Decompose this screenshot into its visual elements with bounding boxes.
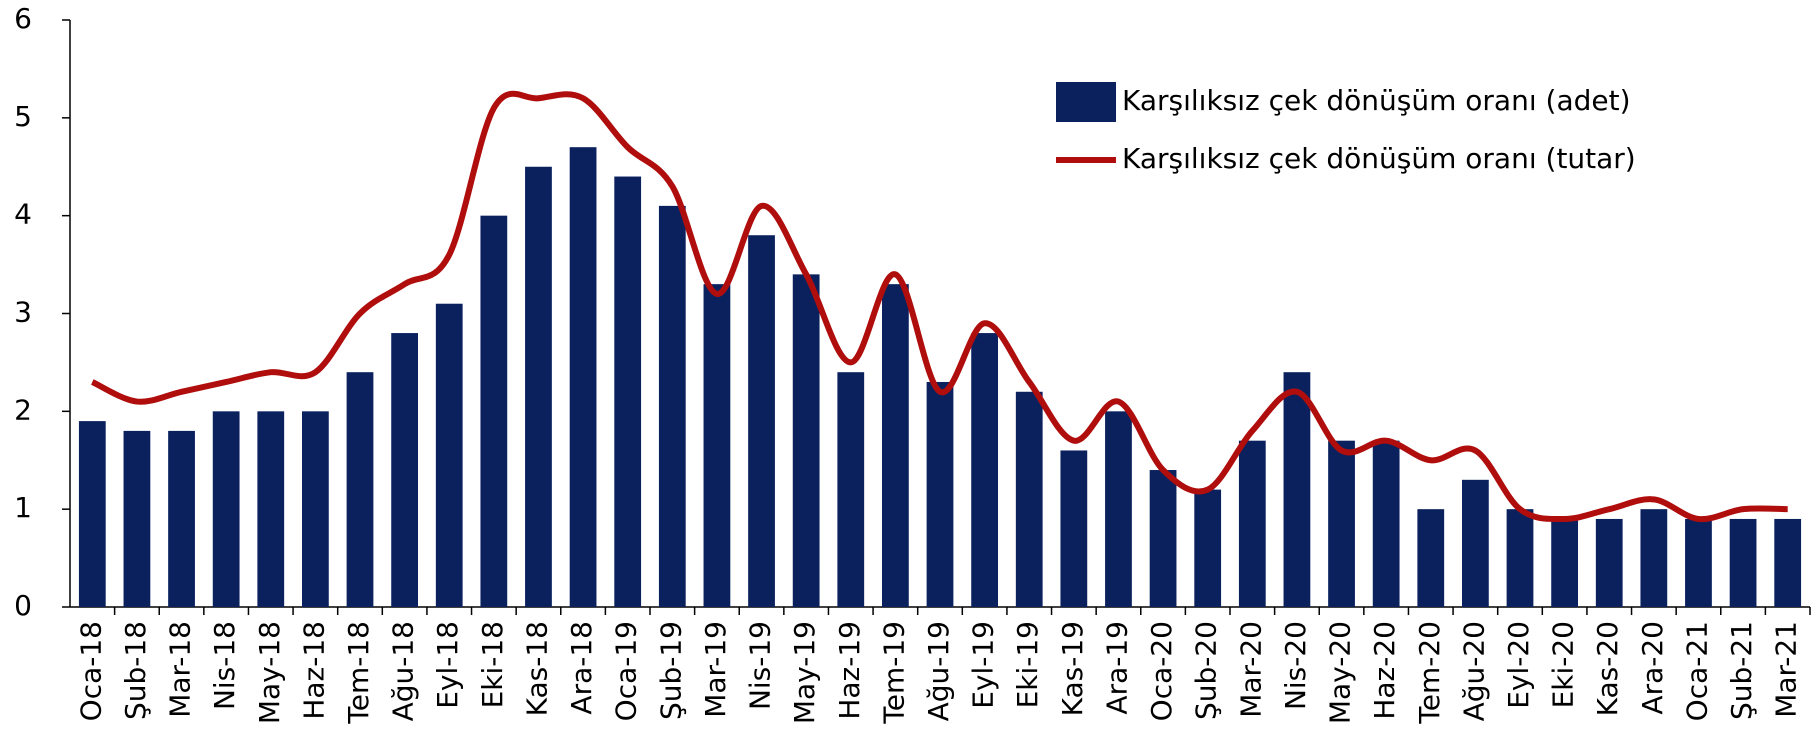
bar: [1462, 479, 1489, 607]
x-tick-label: Ara-20: [1636, 621, 1669, 715]
x-tick-label: Nis-19: [744, 621, 777, 710]
legend-swatch: [1056, 82, 1116, 122]
x-tick-label: Oca-19: [610, 621, 643, 721]
x-tick-label: Oca-18: [74, 621, 107, 721]
bar: [257, 411, 285, 607]
y-tick-label: 5: [14, 100, 32, 133]
bar: [78, 421, 106, 607]
y-tick-label: 6: [14, 2, 32, 35]
bar: [792, 274, 820, 607]
bar: [1774, 518, 1802, 607]
bar: [168, 430, 195, 607]
x-tick-label: Haz-19: [833, 621, 866, 720]
x-tick-label: Tem-18: [342, 621, 375, 725]
bar: [1506, 509, 1534, 607]
x-tick-label: Şub-21: [1725, 621, 1758, 720]
bar: [703, 284, 731, 607]
bar: [971, 333, 998, 607]
x-tick-label: Mar-20: [1234, 621, 1267, 718]
bar: [1328, 440, 1355, 607]
y-tick-label: 3: [14, 296, 32, 329]
legend-label: Karşılıksız çek dönüşüm oranı (adet): [1122, 84, 1631, 117]
bar: [1149, 470, 1177, 607]
x-tick-label: May-19: [788, 621, 821, 724]
x-tick-label: Eyl-19: [967, 621, 1000, 709]
x-tick-label: Eki-20: [1547, 621, 1580, 708]
x-tick-label: Eyl-18: [431, 621, 464, 709]
x-tick-label: Haz-18: [297, 621, 330, 720]
bar: [1283, 372, 1311, 607]
bar: [1640, 509, 1668, 607]
bar: [1372, 440, 1400, 607]
bar: [391, 333, 418, 607]
x-tick-label: Kas-18: [520, 621, 553, 716]
x-tick-label: Ağu-18: [387, 621, 420, 721]
bar: [837, 372, 865, 607]
bar: [614, 176, 642, 608]
x-tick-label: Ağu-20: [1457, 621, 1490, 721]
x-tick-label: Oca-21: [1680, 621, 1713, 721]
bar: [926, 381, 954, 607]
x-tick-label: Tem-19: [877, 621, 910, 725]
bar: [1238, 440, 1266, 607]
x-tick-label: Ara-18: [565, 621, 598, 715]
x-tick-label: May-20: [1324, 621, 1357, 724]
y-tick-label: 4: [14, 198, 32, 231]
x-tick-label: Eki-18: [476, 621, 509, 708]
bar: [1105, 411, 1132, 607]
bar: [1551, 518, 1578, 607]
bar: [882, 284, 909, 607]
line: [90, 90, 1788, 523]
x-tick-label: Şub-19: [654, 621, 687, 720]
bar: [1060, 450, 1088, 607]
bar: [435, 303, 463, 607]
y-tick-label: 0: [14, 589, 32, 622]
x-tick-label: Ağu-19: [922, 621, 955, 721]
y-tick-label: 2: [14, 393, 32, 426]
bar: [1595, 518, 1623, 607]
bar: [1685, 518, 1712, 607]
bar: [748, 235, 775, 607]
x-tick-label: Mar-18: [164, 621, 197, 718]
x-tick-label: Şub-20: [1190, 621, 1223, 720]
legend-label: Karşılıksız çek dönüşüm oranı (tutar): [1122, 142, 1636, 175]
x-tick-label: Ara-19: [1100, 621, 1133, 715]
x-tick-label: Şub-18: [119, 621, 152, 720]
bar: [525, 166, 552, 607]
bar: [1015, 391, 1043, 607]
x-tick-label: May-18: [253, 621, 286, 724]
bar: [480, 215, 508, 607]
x-tick-label: Haz-20: [1368, 621, 1401, 720]
x-tick-label: Nis-18: [208, 621, 241, 710]
bar: [1729, 518, 1757, 607]
bar: [1194, 489, 1222, 607]
bar: [346, 372, 374, 607]
x-tick-label: Kas-19: [1056, 621, 1089, 716]
x-tick-label: Oca-20: [1145, 621, 1178, 721]
x-tick-label: Mar-19: [699, 621, 732, 718]
bar: [569, 147, 597, 607]
x-tick-label: Nis-20: [1279, 621, 1312, 710]
bar: [658, 205, 686, 607]
x-tick-label: Kas-20: [1591, 621, 1624, 716]
bar: [212, 411, 240, 607]
x-tick-label: Eyl-20: [1502, 621, 1535, 709]
y-tick-label: 1: [14, 491, 32, 524]
x-tick-label: Tem-20: [1413, 621, 1446, 725]
bar: [123, 430, 151, 607]
bar: [1417, 509, 1445, 607]
x-tick-label: Mar-21: [1770, 621, 1803, 718]
x-tick-label: Eki-19: [1011, 621, 1044, 708]
bar: [302, 411, 329, 607]
